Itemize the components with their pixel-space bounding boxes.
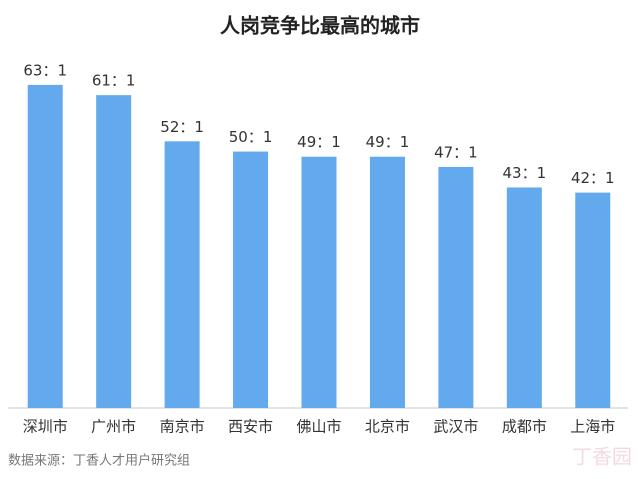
chart-title: 人岗竞争比最高的城市: [220, 14, 420, 38]
source-note: 数据来源：丁香人才用户研究组: [8, 453, 190, 469]
bar: [438, 166, 474, 408]
x-tick-label: 南京市: [160, 418, 205, 436]
bar: [164, 141, 200, 409]
bar: [233, 151, 269, 409]
x-tick-label: 北京市: [365, 418, 410, 436]
bar: [575, 192, 611, 408]
x-tick-label: 西安市: [228, 418, 273, 436]
x-tick-label: 深圳市: [23, 418, 68, 436]
x-tick-label: 上海市: [570, 418, 615, 436]
value-label: 43：1: [503, 164, 547, 182]
value-label: 50：1: [229, 128, 273, 146]
x-tick-label: 广州市: [91, 418, 136, 436]
value-label: 61：1: [92, 72, 136, 90]
bar: [96, 95, 132, 409]
bar: [27, 84, 63, 409]
bar: [506, 187, 542, 408]
x-tick-label: 武汉市: [433, 418, 478, 436]
value-label: 42：1: [571, 169, 615, 187]
value-label: 63：1: [23, 61, 67, 79]
bar: [301, 156, 337, 408]
value-label: 47：1: [434, 143, 478, 161]
value-label: 52：1: [160, 118, 204, 136]
x-tick-label: 成都市: [502, 418, 547, 436]
bar: [369, 156, 405, 408]
watermark: 丁香园: [572, 445, 632, 469]
value-label: 49：1: [366, 133, 410, 151]
value-label: 49：1: [297, 133, 341, 151]
x-tick-label: 佛山市: [296, 418, 341, 436]
